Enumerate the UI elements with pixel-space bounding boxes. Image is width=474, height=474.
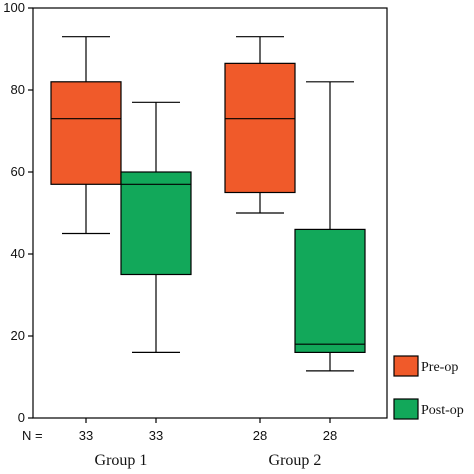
iqr-box <box>120 171 192 276</box>
box-post-op-2 <box>294 81 366 372</box>
legend-label: Pre-op <box>421 360 458 375</box>
legend-swatch <box>393 398 419 420</box>
legend-item-1: Pre-op <box>393 355 458 377</box>
n-value-label: 33 <box>149 428 163 443</box>
plot-frame <box>32 7 388 419</box>
legend: Pre-op Post-op <box>393 355 464 420</box>
y-tick-label-20: 20 <box>11 328 25 343</box>
y-axis: 0 20 40 60 80 100 <box>3 0 33 425</box>
n-value-label: 28 <box>323 428 337 443</box>
category-label-1: Group 1 <box>95 452 148 469</box>
iqr-box <box>224 62 296 194</box>
y-tick-label-0: 0 <box>18 410 25 425</box>
legend-swatch <box>393 355 419 377</box>
legend-label: Post-op <box>421 403 464 418</box>
n-value-label: 28 <box>253 428 267 443</box>
category-labels: Group 1 Group 2 <box>95 452 322 469</box>
iqr-box <box>50 81 122 185</box>
y-tick-label-60: 60 <box>11 164 25 179</box>
box-pre-op-1 <box>50 36 122 235</box>
y-tick-label-100: 100 <box>3 0 25 15</box>
iqr-box <box>294 228 366 353</box>
n-prefix-label: N = <box>22 428 43 443</box>
n-count-row: N = 33 28 33 28 <box>22 418 337 443</box>
box-post-op-1 <box>120 101 192 353</box>
box-pre-op-2 <box>224 36 296 214</box>
n-value-label: 33 <box>79 428 93 443</box>
category-label-2: Group 2 <box>269 452 322 469</box>
legend-item-2: Post-op <box>393 398 464 420</box>
y-tick-label-40: 40 <box>11 246 25 261</box>
y-tick-label-80: 80 <box>11 82 25 97</box>
boxes-layer <box>50 36 366 372</box>
